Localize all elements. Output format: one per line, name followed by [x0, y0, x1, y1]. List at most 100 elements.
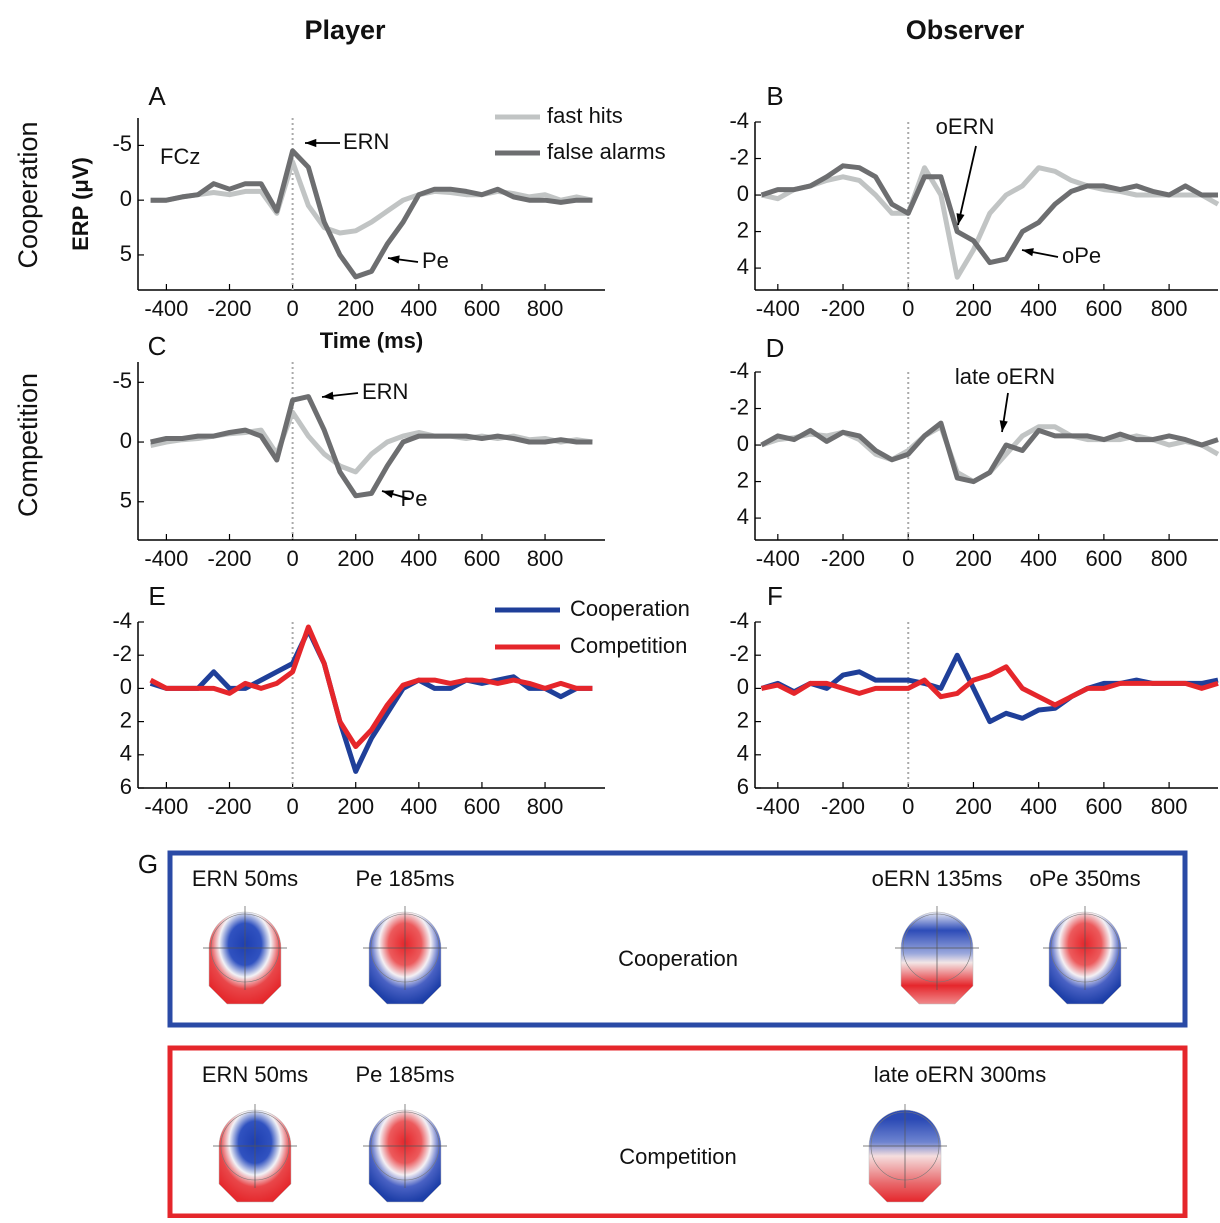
- x-tick-label: -400: [144, 296, 188, 321]
- x-tick-label: -400: [756, 546, 800, 571]
- annotation: oERN: [936, 114, 995, 139]
- y-axis-label: ERP (μV): [68, 157, 93, 251]
- condition-label: Cooperation: [618, 946, 738, 971]
- panel-label: A: [148, 81, 166, 111]
- series-line: [760, 420, 1219, 485]
- x-tick-label: -200: [821, 296, 865, 321]
- x-tick-label: 600: [1086, 546, 1123, 571]
- series-line: [760, 652, 1219, 725]
- x-tick-label: -200: [207, 794, 251, 819]
- annotation: Pe: [422, 248, 449, 273]
- y-tick-label: 2: [737, 707, 749, 732]
- annotation-arrowhead: [382, 490, 394, 499]
- column-header: Player: [304, 15, 386, 45]
- x-tick-label: 0: [902, 794, 914, 819]
- panel-label: C: [148, 331, 167, 361]
- series-line: [150, 394, 593, 499]
- panel-label: B: [766, 81, 783, 111]
- map-label: Pe 185ms: [355, 1062, 454, 1087]
- series-line: [149, 627, 593, 774]
- y-tick-label: 0: [120, 186, 132, 211]
- map-label: oERN 135ms: [872, 866, 1003, 891]
- map-label: late oERN 300ms: [874, 1062, 1046, 1087]
- x-tick-label: 400: [1020, 794, 1057, 819]
- annotation-arrowhead: [322, 391, 334, 400]
- y-tick-label: -5: [112, 368, 132, 393]
- legend-label: Cooperation: [570, 596, 690, 621]
- x-tick-label: -400: [756, 296, 800, 321]
- annotation-arrowhead: [999, 420, 1008, 432]
- x-tick-label: 0: [902, 546, 914, 571]
- x-tick-label: 600: [464, 296, 501, 321]
- group-box: [167, 1045, 1188, 1219]
- column-header: Observer: [906, 15, 1025, 45]
- y-tick-label: 5: [120, 241, 132, 266]
- annotation: FCz: [160, 144, 200, 169]
- x-tick-label: 400: [1020, 546, 1057, 571]
- y-tick-label: -2: [729, 394, 749, 419]
- y-tick-label: -4: [112, 608, 132, 633]
- x-tick-label: -200: [207, 546, 251, 571]
- x-tick-label: 200: [337, 296, 374, 321]
- x-tick-label: 200: [337, 546, 374, 571]
- map-label: oPe 350ms: [1029, 866, 1140, 891]
- x-tick-label: 200: [337, 794, 374, 819]
- y-tick-label: -2: [729, 144, 749, 169]
- y-tick-label: 4: [737, 741, 749, 766]
- series-line: [760, 165, 1220, 280]
- y-tick-label: -4: [729, 358, 749, 383]
- x-tick-label: 800: [527, 546, 564, 571]
- x-tick-label: 600: [1086, 794, 1123, 819]
- x-tick-label: 400: [1020, 296, 1057, 321]
- x-tick-label: -200: [207, 296, 251, 321]
- series-line: [760, 163, 1218, 266]
- annotation-arrowhead: [388, 255, 400, 264]
- x-tick-label: 0: [286, 296, 298, 321]
- x-tick-label: 200: [955, 794, 992, 819]
- y-tick-label: 0: [737, 181, 749, 206]
- series-line: [761, 664, 1219, 708]
- x-tick-label: 200: [955, 296, 992, 321]
- x-tick-label: 400: [400, 296, 437, 321]
- legend-label: fast hits: [547, 103, 623, 128]
- panel-label: G: [138, 849, 158, 879]
- x-tick-label: 800: [527, 296, 564, 321]
- panel-label: D: [766, 333, 785, 363]
- annotation: ERN: [343, 129, 389, 154]
- y-tick-label: -5: [112, 131, 132, 156]
- row-label: Competition: [13, 373, 43, 517]
- x-tick-label: -400: [144, 546, 188, 571]
- x-tick-label: 200: [955, 546, 992, 571]
- x-tick-label: 0: [286, 546, 298, 571]
- x-tick-label: -400: [144, 794, 188, 819]
- series-line: [149, 624, 593, 749]
- annotation: oPe: [1062, 243, 1101, 268]
- row-label: Cooperation: [13, 121, 43, 268]
- y-tick-label: 4: [737, 254, 749, 279]
- y-tick-label: 0: [737, 431, 749, 456]
- x-tick-label: 600: [1086, 296, 1123, 321]
- x-tick-label: -400: [756, 794, 800, 819]
- map-label: Pe 185ms: [355, 866, 454, 891]
- panel-label: F: [767, 581, 783, 611]
- x-tick-label: 0: [286, 794, 298, 819]
- condition-label: Competition: [619, 1144, 736, 1169]
- x-tick-label: 800: [1151, 296, 1188, 321]
- x-tick-label: -200: [821, 794, 865, 819]
- y-tick-label: -4: [729, 108, 749, 133]
- y-tick-label: -2: [729, 641, 749, 666]
- x-tick-label: -200: [821, 546, 865, 571]
- y-tick-label: -2: [112, 641, 132, 666]
- x-tick-label: 800: [1151, 794, 1188, 819]
- y-tick-label: 0: [120, 428, 132, 453]
- annotation-arrowhead: [956, 213, 965, 225]
- y-tick-label: 0: [120, 674, 132, 699]
- y-tick-label: 4: [120, 741, 132, 766]
- group-box: [167, 850, 1188, 1028]
- y-tick-label: -4: [729, 608, 749, 633]
- panel-label: E: [148, 581, 165, 611]
- y-tick-label: 2: [737, 467, 749, 492]
- x-tick-label: 800: [527, 794, 564, 819]
- legend-label: Competition: [570, 633, 687, 658]
